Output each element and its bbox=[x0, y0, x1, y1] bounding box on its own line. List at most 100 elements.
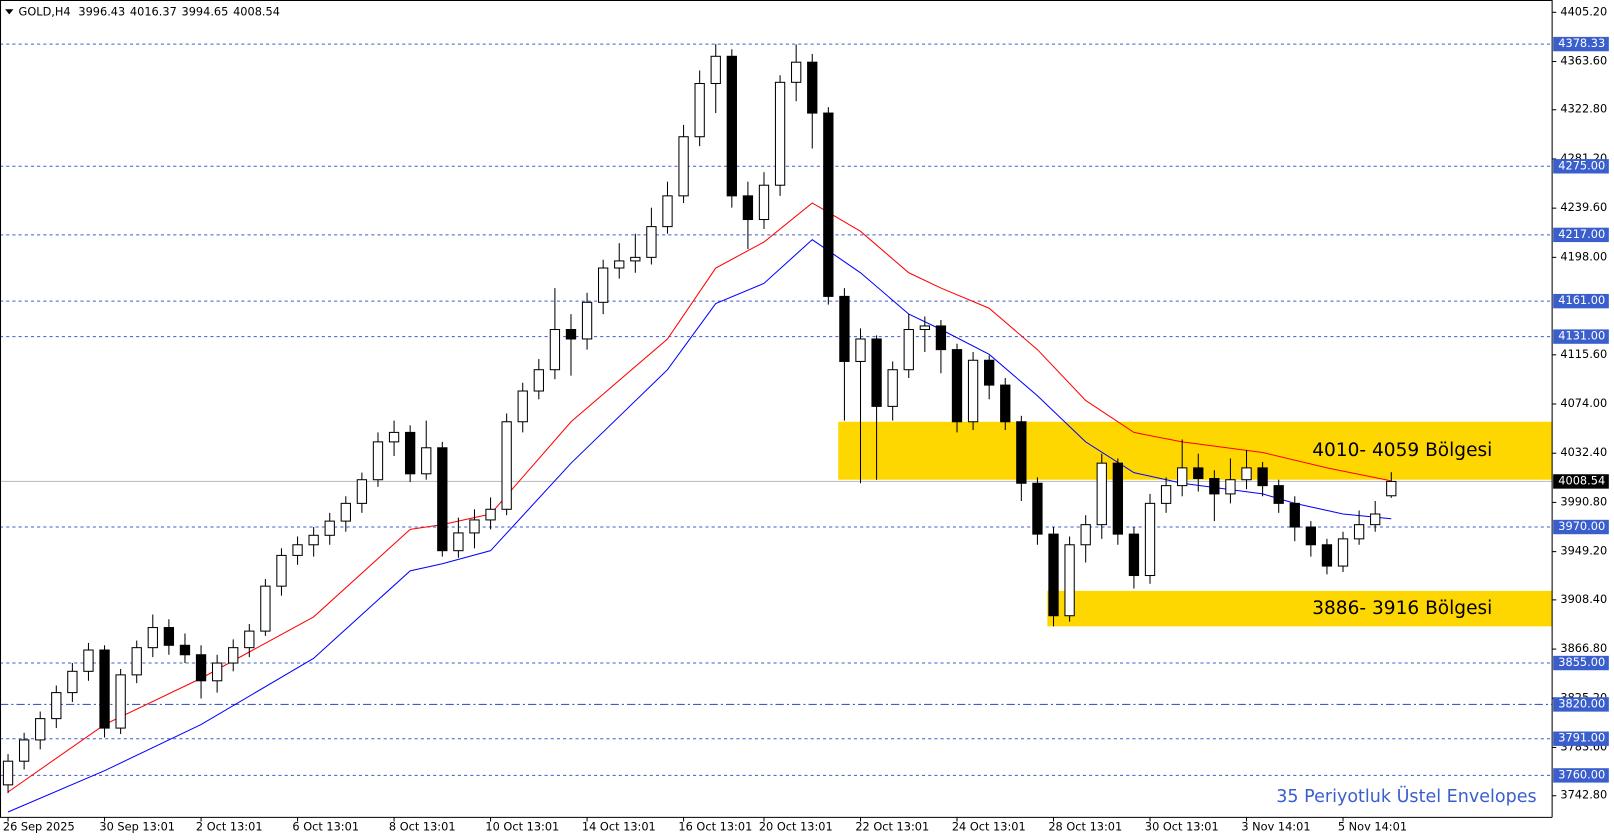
candle-body bbox=[2, 760, 14, 786]
envelope-line bbox=[7, 239, 1392, 813]
candle-body bbox=[1000, 384, 1011, 423]
x-tick-label: 26 Sep 2025 bbox=[3, 820, 75, 834]
candle-body bbox=[18, 739, 30, 762]
y-tick-label: 4032.40 bbox=[1560, 445, 1607, 459]
level-label-box bbox=[1553, 697, 1609, 712]
level-label-box bbox=[1553, 293, 1609, 309]
menu-triangle bbox=[5, 9, 14, 15]
candle-body bbox=[372, 441, 384, 481]
level-label-box bbox=[1553, 768, 1609, 783]
level-label-box bbox=[1553, 731, 1609, 746]
candle-body bbox=[356, 479, 368, 504]
candle-body bbox=[774, 81, 786, 186]
candle-body bbox=[1273, 485, 1284, 504]
candle-body bbox=[260, 585, 271, 632]
candle-body bbox=[292, 544, 303, 556]
x-tick-label: 6 Oct 13:01 bbox=[292, 820, 359, 834]
candle-body bbox=[211, 662, 223, 682]
symbol: GOLD,H4 bbox=[19, 4, 71, 18]
candle-body bbox=[1386, 480, 1397, 497]
candle-body bbox=[1160, 485, 1172, 504]
envelope-line bbox=[7, 202, 1392, 793]
annotation: 35 Periyotluk Üstel Envelopes bbox=[1276, 785, 1536, 807]
level-label-box bbox=[1553, 519, 1609, 535]
header: GOLD,H4 3996.43 4016.37 3994.65 4008.54 bbox=[5, 4, 280, 18]
x-tick-label: 8 Oct 13:01 bbox=[389, 820, 456, 834]
x-tick-label: 5 Nov 14:01 bbox=[1338, 820, 1407, 834]
price-label-box bbox=[1553, 474, 1609, 489]
candle-body bbox=[228, 647, 239, 664]
candle-body bbox=[871, 338, 882, 407]
candle-body bbox=[919, 325, 930, 331]
y-tick-label: 3908.40 bbox=[1560, 592, 1607, 606]
candle-body bbox=[951, 349, 963, 423]
candle-body bbox=[99, 649, 110, 729]
x-tick-label: 20 Oct 13:01 bbox=[759, 820, 833, 834]
candle-body bbox=[742, 195, 754, 221]
candle-body bbox=[1370, 513, 1381, 526]
candle-body bbox=[597, 267, 609, 303]
candle-body bbox=[1144, 502, 1156, 577]
candle-body bbox=[1128, 533, 1140, 577]
level-label-box bbox=[1553, 36, 1609, 52]
candle-body bbox=[662, 195, 673, 228]
x-tick-label: 28 Oct 13:01 bbox=[1048, 820, 1122, 834]
candle-body bbox=[1321, 544, 1333, 567]
candle-body bbox=[421, 447, 432, 475]
candle-body bbox=[1193, 467, 1204, 480]
candle-body bbox=[437, 447, 448, 552]
level-label: 4131.00 bbox=[1558, 329, 1605, 343]
candle-body bbox=[67, 670, 78, 694]
x-tick-label: 14 Oct 13:01 bbox=[582, 820, 656, 834]
candle-body bbox=[807, 61, 818, 114]
candle-body bbox=[533, 369, 544, 392]
candle-body bbox=[324, 520, 335, 536]
candle-body bbox=[51, 692, 62, 720]
y-tick-label: 3949.20 bbox=[1560, 544, 1607, 558]
y-tick-label: 4405.20 bbox=[1560, 4, 1607, 18]
level-label: 3791.00 bbox=[1558, 731, 1605, 745]
candle-body bbox=[147, 627, 158, 649]
y-tick-label: 3990.80 bbox=[1560, 494, 1607, 508]
x-tick-label: 22 Oct 13:01 bbox=[855, 820, 929, 834]
candle-body bbox=[404, 431, 416, 475]
x-tick-label: 30 Oct 13:01 bbox=[1145, 820, 1219, 834]
candles bbox=[2, 44, 1397, 794]
candle-body bbox=[485, 508, 496, 521]
x-tick-label: 3 Nov 14:01 bbox=[1241, 820, 1310, 834]
candle-body bbox=[1337, 538, 1349, 567]
ohlc-open: 3996.43 bbox=[78, 4, 125, 18]
candle-body bbox=[131, 647, 142, 676]
candle-body bbox=[694, 82, 705, 138]
level-label: 3820.00 bbox=[1558, 696, 1605, 710]
candle-body bbox=[517, 390, 528, 423]
x-tick-label: 24 Oct 13:01 bbox=[952, 820, 1026, 834]
candle-body bbox=[646, 226, 657, 258]
level-label: 4161.00 bbox=[1558, 293, 1605, 307]
candle-body bbox=[1064, 544, 1075, 617]
candle-body bbox=[855, 338, 866, 362]
candle-body bbox=[1048, 533, 1059, 617]
ohlc-low: 3994.65 bbox=[182, 4, 229, 18]
candle-body bbox=[935, 325, 947, 351]
candle-body bbox=[1016, 421, 1027, 484]
candle-body bbox=[581, 301, 593, 340]
level-label: 3760.00 bbox=[1558, 767, 1605, 781]
zone-label: 4010- 4059 Bölgesi bbox=[1312, 440, 1492, 461]
y-tick-label: 4115.60 bbox=[1560, 347, 1607, 361]
candle-body bbox=[1080, 524, 1091, 546]
level-label: 4275.00 bbox=[1558, 158, 1605, 172]
x-tick-label: 16 Oct 13:01 bbox=[678, 820, 752, 834]
level-label: 4378.33 bbox=[1558, 36, 1605, 50]
candle-body bbox=[984, 359, 995, 386]
candle-body bbox=[710, 55, 721, 85]
candle-body bbox=[35, 718, 46, 741]
candle-body bbox=[1177, 467, 1188, 487]
level-label: 4217.00 bbox=[1558, 227, 1605, 241]
candle-body bbox=[83, 649, 94, 672]
candle-body bbox=[276, 554, 287, 587]
candle-body bbox=[453, 532, 464, 552]
candle-body bbox=[1305, 526, 1317, 546]
ohlc-close: 4008.54 bbox=[233, 4, 280, 18]
